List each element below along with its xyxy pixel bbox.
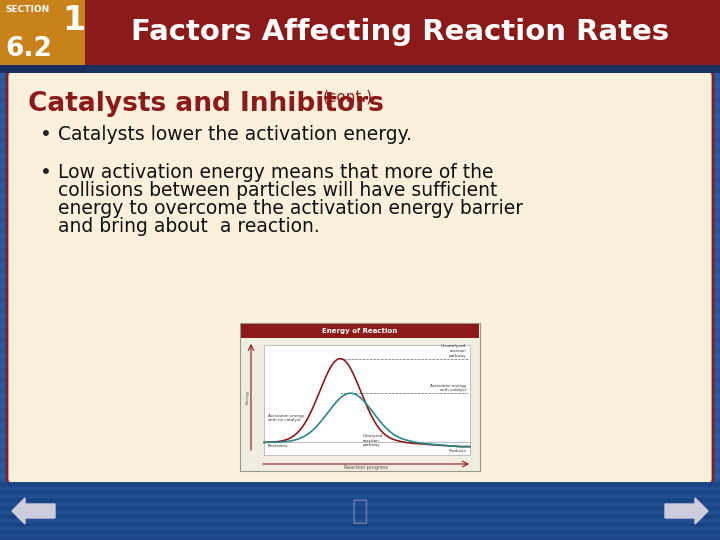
Bar	[0, 0, 85, 65]
Text: Reactants: Reactants	[268, 444, 289, 448]
Text: Energy: Energy	[246, 390, 250, 404]
Text: 1: 1	[62, 4, 85, 37]
Text: 🏠: 🏠	[351, 497, 369, 525]
Text: •: •	[40, 163, 52, 182]
Text: SECTION: SECTION	[5, 5, 49, 14]
Bar	[240, 323, 480, 471]
Text: Activation energy
with no catalyst: Activation energy with no catalyst	[268, 414, 305, 422]
Text: Activation energy
with catalyst: Activation energy with catalyst	[430, 383, 466, 392]
Text: Catalyzed
reaction
pathway: Catalyzed reaction pathway	[363, 434, 383, 447]
Bar	[0, 482, 720, 540]
Bar	[0, 65, 720, 73]
Text: collisions between particles will have sufficient: collisions between particles will have s…	[58, 181, 498, 200]
Text: energy to overcome the activation energy barrier: energy to overcome the activation energy…	[58, 199, 523, 218]
FancyBboxPatch shape	[7, 71, 713, 484]
Text: Uncatalyzed
reaction
pathway: Uncatalyzed reaction pathway	[441, 345, 466, 357]
Text: Factors Affecting Reaction Rates: Factors Affecting Reaction Rates	[131, 18, 669, 46]
Bar	[264, 345, 470, 455]
Text: Reaction progress: Reaction progress	[344, 465, 388, 470]
Text: 6.2: 6.2	[5, 36, 52, 62]
Bar	[241, 324, 479, 338]
Bar	[0, 0, 720, 65]
Polygon shape	[12, 498, 55, 524]
Text: Catalysts and Inhibitors: Catalysts and Inhibitors	[28, 91, 384, 117]
Text: and bring about  a reaction.: and bring about a reaction.	[58, 217, 320, 236]
Text: Low activation energy means that more of the: Low activation energy means that more of…	[58, 163, 493, 182]
Text: Energy of Reaction: Energy of Reaction	[323, 328, 397, 334]
Text: Products: Products	[449, 449, 466, 453]
Text: •: •	[40, 125, 52, 144]
Text: (cont.): (cont.)	[323, 89, 373, 104]
Text: Catalysts lower the activation energy.: Catalysts lower the activation energy.	[58, 125, 412, 144]
Polygon shape	[665, 498, 708, 524]
